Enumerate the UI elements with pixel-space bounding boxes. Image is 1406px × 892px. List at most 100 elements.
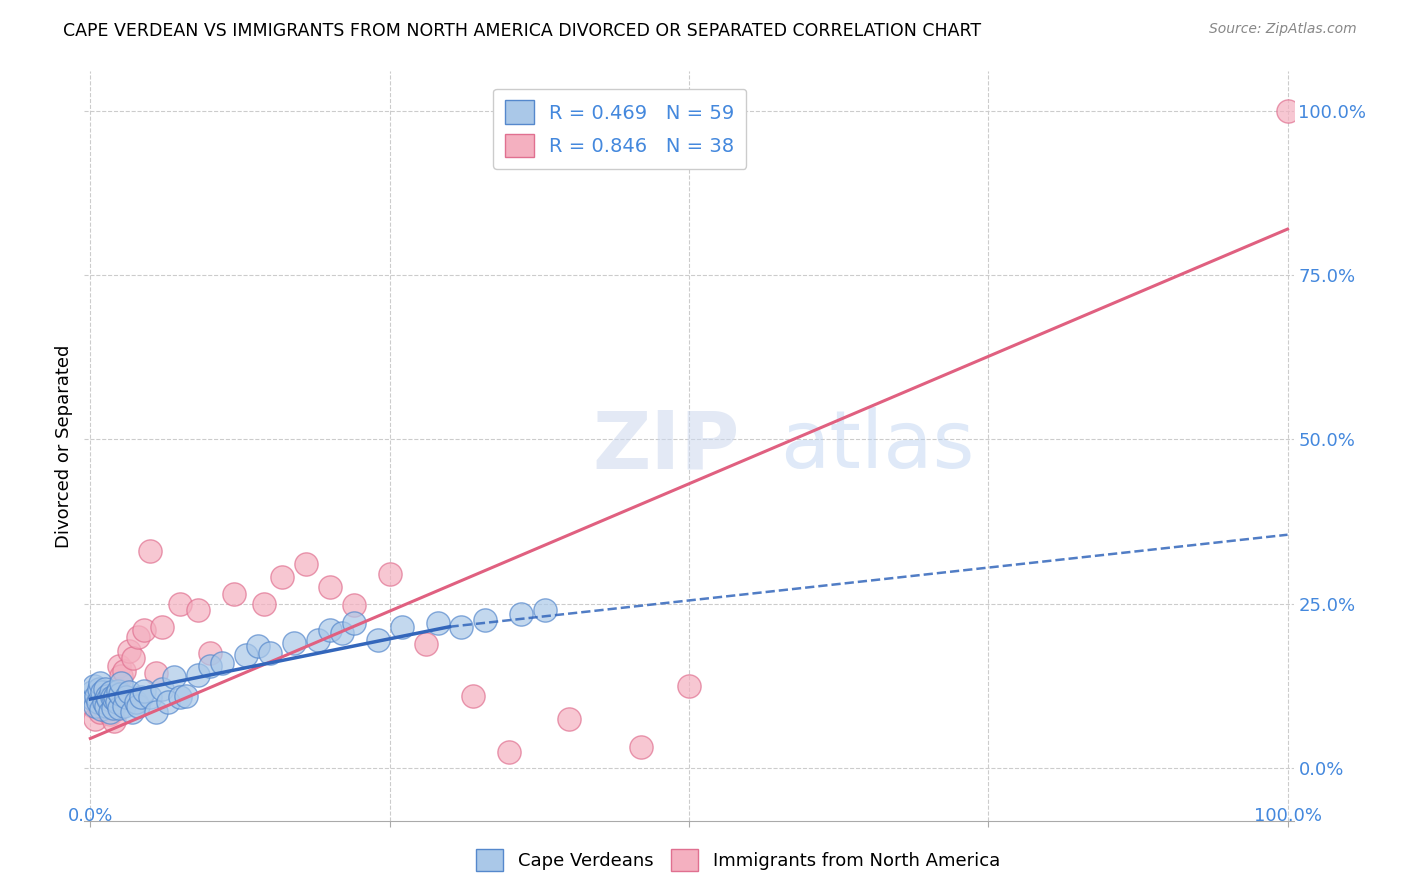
Point [96, 688, 118, 702]
Point [174, 689, 197, 703]
Point [630, 739, 652, 754]
Point [222, 587, 245, 601]
Point [134, 683, 156, 698]
Point [134, 623, 156, 637]
Point [91, 695, 114, 709]
Point [84, 698, 107, 713]
Point [259, 646, 281, 660]
Point [187, 667, 209, 681]
Point [112, 664, 135, 678]
Text: 0.0%: 0.0% [67, 807, 112, 825]
Point [115, 690, 138, 704]
Point [145, 705, 167, 719]
Text: 100.0%: 100.0% [1254, 807, 1322, 825]
Point [87, 682, 110, 697]
Point [103, 692, 125, 706]
Point [534, 603, 557, 617]
Point [150, 682, 173, 697]
Point [94, 698, 117, 713]
Point [110, 675, 132, 690]
Point [84, 712, 107, 726]
Point [426, 616, 449, 631]
Text: Source: ZipAtlas.com: Source: ZipAtlas.com [1209, 22, 1357, 37]
Point [80, 685, 103, 699]
Point [139, 544, 162, 558]
Point [253, 597, 276, 611]
Point [83, 679, 105, 693]
Point [122, 650, 145, 665]
Point [510, 607, 533, 621]
Point [198, 659, 221, 673]
Point [101, 700, 124, 714]
Point [139, 690, 162, 704]
Legend: R = 0.469   N = 59, R = 0.846   N = 38: R = 0.469 N = 59, R = 0.846 N = 38 [494, 88, 747, 169]
Point [169, 597, 191, 611]
Point [343, 598, 366, 612]
Point [129, 690, 152, 704]
Text: ZIP: ZIP [592, 407, 740, 485]
Point [307, 632, 329, 647]
Text: CAPE VERDEAN VS IMMIGRANTS FROM NORTH AMERICA DIVORCED OR SEPARATED CORRELATION : CAPE VERDEAN VS IMMIGRANTS FROM NORTH AM… [63, 22, 981, 40]
Point [343, 616, 366, 631]
Point [96, 689, 118, 703]
Point [558, 712, 581, 726]
Point [121, 705, 143, 719]
Point [127, 630, 149, 644]
Point [157, 695, 180, 709]
Point [415, 638, 437, 652]
Point [211, 656, 233, 670]
Point [474, 613, 496, 627]
Point [108, 659, 131, 673]
Point [101, 690, 124, 704]
Point [295, 558, 318, 572]
Point [89, 705, 111, 719]
Point [100, 685, 122, 699]
Point [145, 665, 167, 680]
Point [163, 670, 186, 684]
Point [89, 675, 111, 690]
Point [125, 695, 148, 709]
Point [110, 669, 132, 683]
Text: atlas: atlas [780, 407, 974, 485]
Point [118, 685, 141, 699]
Y-axis label: Divorced or Separated: Divorced or Separated [55, 344, 73, 548]
Point [283, 636, 305, 650]
Point [105, 682, 128, 697]
Point [112, 698, 135, 713]
Point [270, 570, 292, 584]
Point [98, 707, 121, 722]
Point [198, 646, 221, 660]
Point [82, 698, 104, 713]
Point [319, 623, 342, 637]
Point [127, 698, 149, 713]
Point [101, 698, 124, 713]
Point [367, 632, 389, 647]
Point [82, 692, 104, 706]
Point [463, 689, 485, 703]
Point [319, 580, 342, 594]
Point [93, 682, 115, 697]
Point [378, 567, 401, 582]
Point [498, 745, 520, 759]
Point [235, 648, 257, 662]
Point [391, 620, 413, 634]
Point [90, 702, 112, 716]
Point [86, 695, 108, 709]
Point [91, 685, 114, 699]
Point [97, 692, 120, 706]
Point [103, 714, 125, 728]
Point [450, 620, 472, 634]
Point [678, 679, 700, 693]
Point [98, 705, 121, 719]
Point [150, 620, 173, 634]
Point [187, 603, 209, 617]
Point [330, 626, 353, 640]
Point [105, 695, 128, 709]
Point [93, 702, 115, 716]
Point [118, 644, 141, 658]
Point [107, 683, 129, 698]
Point [246, 640, 269, 654]
Point [110, 688, 132, 702]
Point [169, 690, 191, 704]
Point [108, 700, 131, 714]
